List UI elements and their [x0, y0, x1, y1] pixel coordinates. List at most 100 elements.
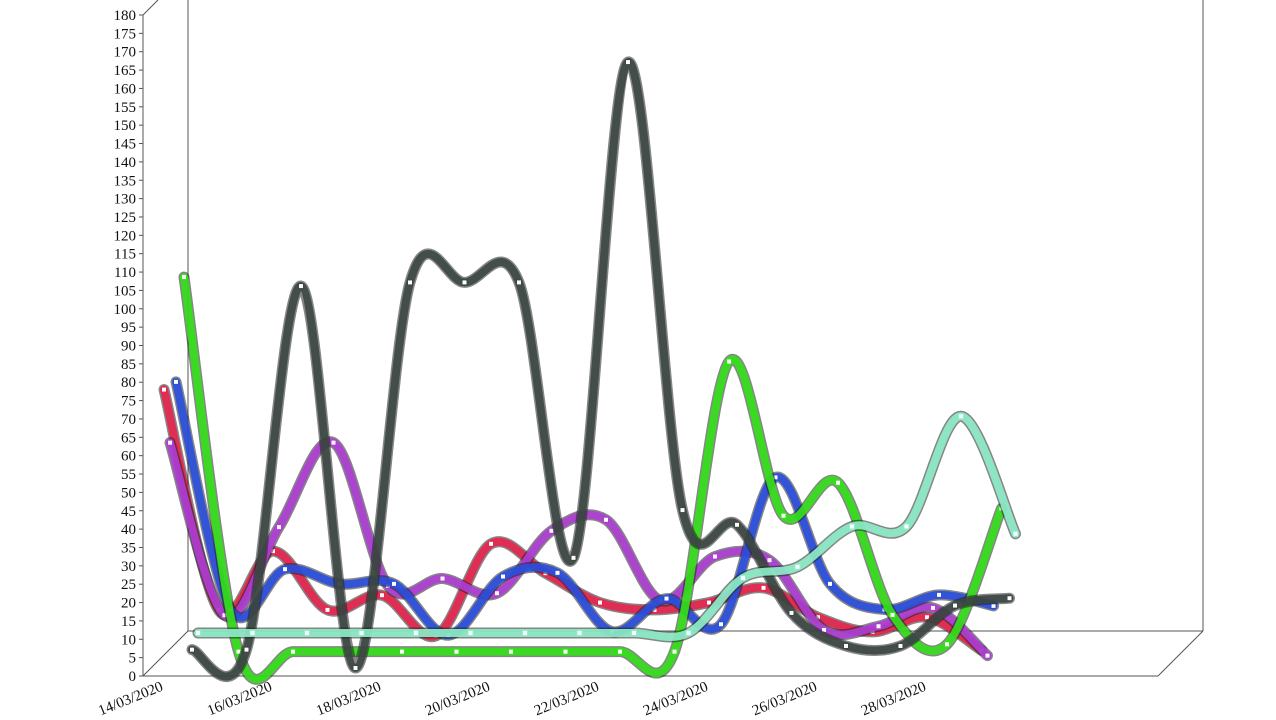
y-tick-label: 25 [121, 577, 136, 593]
x-tick-label: 24/03/2020 [641, 679, 710, 719]
data-point [958, 413, 964, 420]
data-point [631, 629, 637, 636]
data-point [617, 648, 623, 655]
data-point [488, 540, 494, 547]
data-point [944, 641, 950, 648]
data-point [467, 629, 474, 636]
y-tick-label: 60 [121, 449, 136, 465]
data-point [324, 606, 331, 613]
data-point [679, 507, 686, 514]
y-tick-label: 50 [121, 485, 136, 501]
data-point [849, 523, 855, 530]
data-point [1012, 530, 1019, 537]
y-tick-label: 120 [114, 228, 137, 244]
data-point [897, 642, 904, 649]
data-point [189, 646, 195, 653]
data-point [298, 283, 304, 290]
data-point [461, 279, 468, 286]
y-tick-label: 105 [114, 283, 137, 299]
y-tick-label: 140 [114, 155, 137, 171]
data-point [181, 274, 187, 281]
data-point [407, 279, 413, 286]
data-point [330, 439, 337, 446]
y-tick-label: 155 [114, 100, 137, 116]
data-point [195, 629, 201, 636]
y-tick-label: 0 [129, 669, 137, 685]
data-point [249, 629, 256, 636]
data-point [570, 554, 577, 561]
x-tick-label: 16/03/2020 [205, 679, 274, 719]
data-point [625, 59, 631, 66]
y-tick-label: 45 [121, 504, 136, 520]
data-point [760, 584, 767, 591]
y-tick-label: 90 [121, 339, 136, 355]
data-point [522, 629, 528, 636]
y-tick-label: 65 [121, 430, 136, 446]
data-point [161, 386, 167, 393]
data-point [794, 563, 801, 570]
series-6 [192, 410, 1021, 643]
data-point [718, 621, 724, 628]
data-point [167, 439, 173, 446]
data-point [508, 648, 514, 655]
y-tick-label: 95 [121, 320, 136, 336]
data-point [952, 602, 958, 609]
data-point [243, 646, 250, 653]
y-tick-label: 165 [114, 63, 137, 79]
y-tick-label: 30 [121, 559, 136, 575]
data-point [734, 521, 740, 528]
x-tick-label: 20/03/2020 [423, 679, 492, 719]
data-point [766, 557, 773, 564]
y-tick-label: 55 [121, 467, 136, 483]
data-point [930, 604, 936, 611]
data-point [500, 573, 506, 580]
y-tick-label: 5 [129, 651, 137, 667]
y-tick-label: 135 [114, 173, 137, 189]
series-3 [170, 376, 999, 641]
data-point [889, 611, 896, 618]
data-point [936, 591, 942, 598]
y-tick-label: 100 [114, 302, 137, 318]
data-point [304, 629, 310, 636]
data-point [780, 512, 787, 519]
data-point [671, 648, 678, 655]
series-lines [158, 56, 1021, 685]
y-tick-label: 80 [121, 375, 136, 391]
y-tick-label: 110 [114, 265, 136, 281]
y-tick-label: 20 [121, 596, 136, 612]
top-left-depth-edge [142, 0, 159, 16]
data-point [685, 629, 692, 636]
data-point [290, 648, 296, 655]
bottom-right-depth-edge [1157, 630, 1204, 677]
x-axis-ticks: 14/03/2020 16/03/2020 18/03/2020 20/03/2020… [96, 679, 928, 719]
data-point [603, 516, 609, 523]
data-point [712, 553, 718, 560]
data-point [835, 479, 841, 486]
y-tick-label: 40 [121, 522, 136, 538]
data-point [576, 629, 583, 636]
data-point [827, 580, 833, 587]
data-point [903, 523, 910, 530]
data-point [788, 609, 795, 616]
data-point [562, 648, 569, 655]
y-tick-label: 115 [114, 247, 136, 263]
data-point [875, 623, 882, 630]
y-tick-label: 170 [114, 45, 137, 61]
data-point [276, 524, 282, 531]
y-tick-label: 180 [114, 8, 137, 24]
data-point [494, 590, 500, 597]
data-point [352, 665, 359, 671]
y-tick-label: 15 [121, 614, 136, 630]
data-point [726, 358, 732, 365]
y-tick-label: 175 [114, 26, 137, 42]
data-point [516, 279, 522, 286]
data-point [597, 599, 603, 606]
y-tick-label: 70 [121, 412, 136, 428]
y-tick-label: 10 [121, 632, 136, 648]
y-tick-label: 75 [121, 394, 136, 410]
y-tick-label: 85 [121, 357, 136, 373]
y-tick-label: 125 [114, 210, 137, 226]
series-ribbon [180, 273, 1006, 684]
data-point [984, 652, 991, 659]
